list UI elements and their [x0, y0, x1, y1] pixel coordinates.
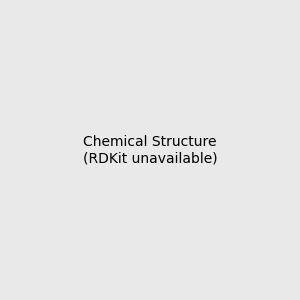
- Text: Chemical Structure
(RDKit unavailable): Chemical Structure (RDKit unavailable): [83, 135, 217, 165]
